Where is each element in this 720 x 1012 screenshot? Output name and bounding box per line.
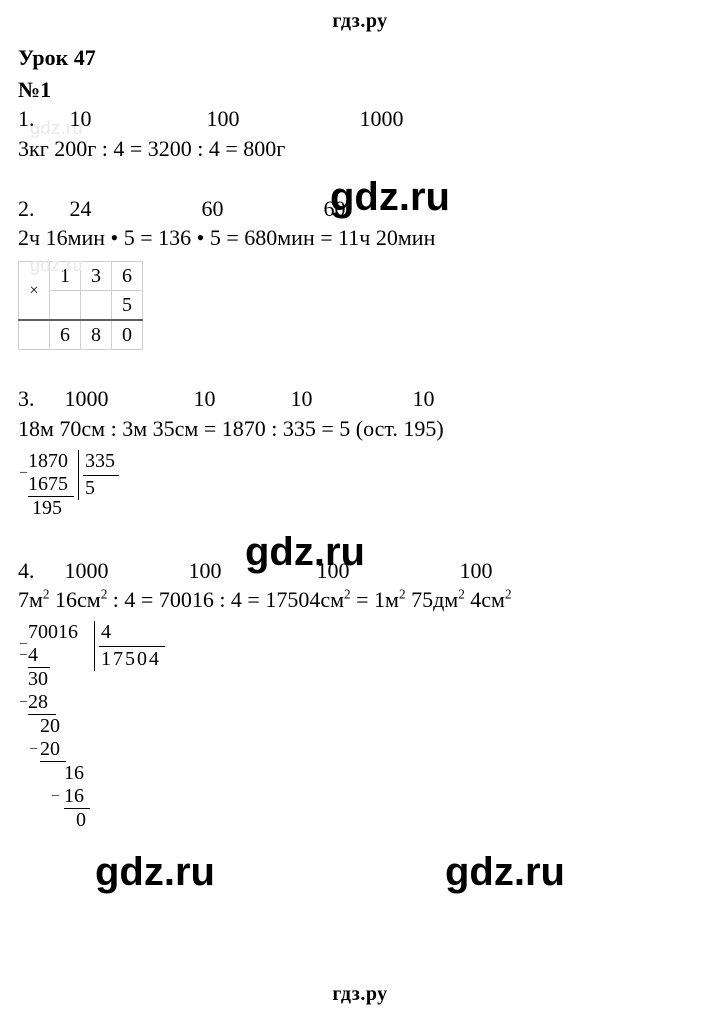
problem-index: 4.	[18, 558, 35, 583]
hint-number: 1000	[65, 384, 109, 414]
hint-number: 100	[189, 556, 222, 586]
p2-mult-grid: ×136 5 680	[18, 261, 143, 350]
mult-cell: 5	[112, 291, 143, 321]
hint-number: 100	[207, 104, 240, 134]
hint-number: 1000	[360, 104, 404, 134]
mult-cell: 6	[112, 262, 143, 291]
mult-cell	[50, 291, 81, 321]
page-footer: гдз.ру	[0, 973, 720, 1006]
mult-cell	[81, 291, 112, 321]
hint-number: 10	[291, 384, 313, 414]
hint-number: 24	[70, 194, 92, 224]
watermark-bold: gdz.ru	[95, 850, 215, 895]
mult-cell	[19, 320, 50, 350]
p1-nums-row: 1. 10 100 1000	[18, 104, 702, 134]
watermark-bold: gdz.ru	[445, 850, 565, 895]
hint-number: 100	[317, 556, 350, 586]
p4-nums-row: 4. 1000 100 100 100	[18, 556, 702, 586]
p2-nums-row: 2. 24 60 60	[18, 194, 702, 224]
mult-cell: 1	[50, 262, 81, 291]
p3-expression: 18м 70см : 3м 35см = 1870 : 335 = 5 (ост…	[18, 414, 702, 444]
p4-expression: 7м2 16см2 : 4 = 70016 : 4 = 17504см2 = 1…	[18, 585, 702, 615]
mult-cell: 6	[50, 320, 81, 350]
mult-cell: 3	[81, 262, 112, 291]
p4-long-division: _70016 _430_2820_2016_160 4 17504	[28, 621, 702, 832]
p1-expression: 3кг 200г : 4 = 3200 : 4 = 800г	[18, 134, 702, 164]
hint-number: 10	[194, 384, 216, 414]
problem-index: 1.	[18, 106, 35, 131]
p3-nums-row: 3. 1000 10 10 10	[18, 384, 702, 414]
lesson-title: Урок 47	[18, 43, 702, 73]
problem-index: 2.	[18, 196, 35, 221]
hint-number: 60	[202, 194, 224, 224]
hint-number: 10	[70, 104, 92, 134]
problem-number: №1	[18, 75, 702, 105]
problem-index: 3.	[18, 386, 35, 411]
hint-number: 60	[324, 194, 346, 224]
mult-cell: 8	[81, 320, 112, 350]
mult-cell: 0	[112, 320, 143, 350]
hint-number: 1000	[65, 556, 109, 586]
page-header: гдз.ру	[0, 0, 720, 33]
mult-cell: ×	[19, 262, 50, 321]
hint-number: 10	[413, 384, 435, 414]
p3-long-division: _1870 1675 195 335 5	[28, 450, 702, 520]
p2-expression: 2ч 16мин • 5 = 136 • 5 = 680мин = 11ч 20…	[18, 223, 702, 253]
hint-number: 100	[460, 556, 493, 586]
